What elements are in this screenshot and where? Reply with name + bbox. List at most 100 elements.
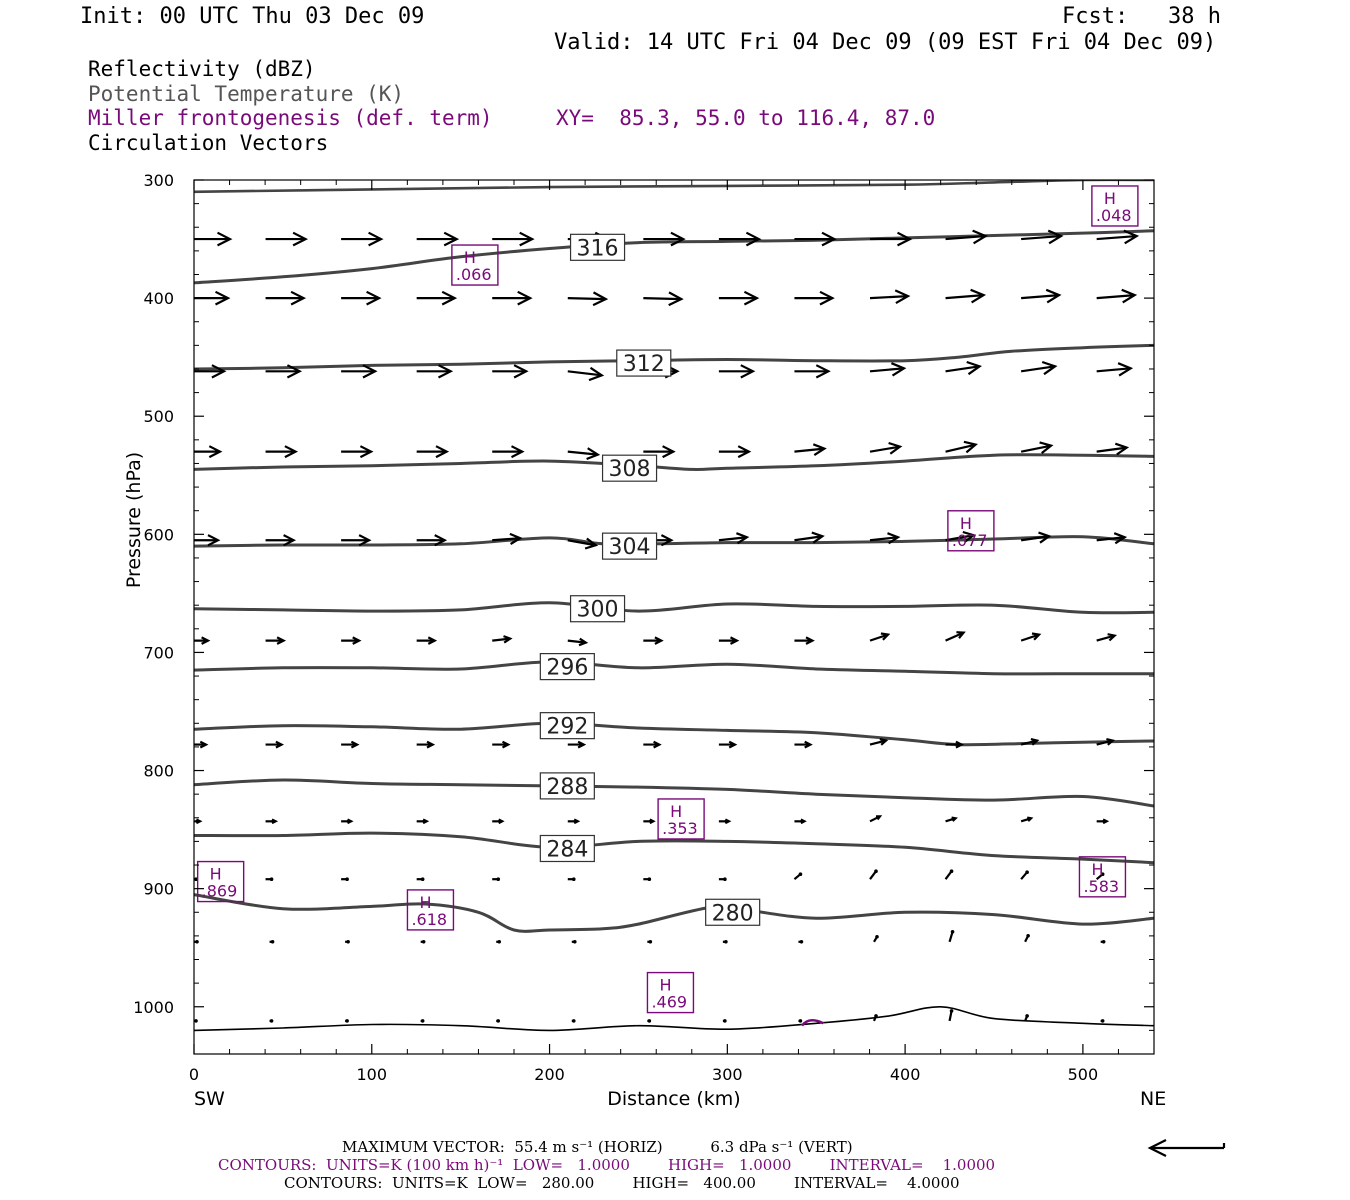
circulation-vector [718, 532, 750, 545]
forecast-hour: Fcst: 38 h [1062, 4, 1221, 29]
circulation-vector [945, 229, 989, 245]
contour-label-box [616, 349, 672, 377]
circulation-vector [647, 1019, 652, 1023]
circulation-vector [265, 290, 307, 306]
circulation-vector [341, 636, 362, 645]
circulation-vector [1020, 870, 1029, 880]
circulation-vector [265, 445, 299, 459]
circulation-vector [643, 740, 662, 749]
x-tick-label: 400 [890, 1065, 921, 1084]
vector-layer [194, 229, 1140, 1023]
plot-frame [193, 179, 1155, 1055]
circulation-vector [869, 362, 907, 377]
theta-contour-note: CONTOURS: UNITS=K LOW= 280.00 HIGH= 400.… [284, 1174, 960, 1192]
circulation-vector [869, 632, 891, 642]
frontogenesis-max-box [947, 510, 995, 552]
legend-potential-temperature: Potential Temperature (K) [88, 82, 405, 106]
circulation-vector [1020, 531, 1052, 544]
circulation-vector [643, 291, 684, 307]
circulation-vector [492, 445, 525, 459]
contour-label: 312 [623, 352, 665, 377]
x-tick-label: 500 [1068, 1065, 1099, 1084]
circulation-vector [794, 443, 827, 457]
x-axis-title: Distance (km) [607, 1088, 740, 1110]
circulation-vector [945, 631, 966, 642]
circulation-vector [571, 939, 577, 944]
y-tick-label: 300 [143, 171, 174, 190]
circulation-vector [265, 636, 287, 645]
frontogenesis-max-value: .077 [952, 531, 988, 550]
theta-contour-288 [194, 778, 1154, 808]
x-tick-label: 200 [534, 1065, 565, 1084]
frontogenesis-max: H.469 [646, 971, 695, 1014]
circulation-vector [798, 939, 804, 944]
circulation-vector [341, 740, 360, 749]
circulation-vector [718, 445, 752, 459]
contour-label-box [569, 233, 626, 261]
circulation-vector [1096, 442, 1130, 456]
circulation-vector [869, 289, 911, 305]
circulation-vector [869, 815, 883, 823]
circulation-vector [492, 635, 513, 644]
circulation-vector [948, 1009, 954, 1022]
circulation-vector [1096, 362, 1134, 377]
circulation-vector [869, 738, 889, 746]
circulation-vector [1020, 816, 1034, 823]
circulation-vector [718, 636, 740, 645]
circulation-vector [416, 740, 436, 749]
frontogenesis-max-value: .048 [1096, 206, 1132, 225]
x-tick-label: 300 [712, 1065, 743, 1084]
frontogenesis-max-marker: H [659, 976, 671, 995]
circulation-vector [869, 441, 903, 455]
frontogenesis-surface-contour [801, 1019, 824, 1027]
circulation-vector [945, 816, 958, 823]
circulation-vector [416, 534, 448, 547]
legend-circulation-vectors: Circulation Vectors [88, 131, 329, 155]
contour-label-box [569, 595, 626, 623]
circulation-vector [567, 637, 589, 647]
contour-label: 288 [546, 775, 588, 800]
axes-layer: 300 400 500 600 700 800 900 1000 0 100 200 300 400 50… [133, 171, 1154, 1084]
circulation-vector [1096, 288, 1138, 304]
y-tick-label: 800 [143, 762, 174, 781]
circulation-vector [345, 1019, 349, 1023]
circulation-vector [1024, 933, 1030, 943]
circulation-vector [567, 291, 609, 307]
frontogenesis-max-box [1078, 856, 1127, 898]
theta-contour-top [194, 180, 1154, 194]
legend-reflectivity: Reflectivity (dBZ) [88, 57, 316, 81]
circulation-vector [1100, 939, 1106, 944]
circulation-vector [718, 877, 727, 881]
theta-contour-308 [194, 453, 1154, 471]
circulation-vector [794, 818, 807, 825]
circulation-vector [945, 288, 987, 304]
frontogenesis-max-box [1091, 185, 1139, 227]
frontogenesis-contour-note: CONTOURS: UNITS=K (100 km h)⁻¹ LOW= 1.00… [218, 1156, 996, 1174]
circulation-vector [416, 231, 460, 247]
circulation-vector [492, 231, 535, 247]
circulation-vector [496, 939, 502, 944]
circulation-vector [416, 290, 458, 306]
circulation-vector [492, 532, 523, 545]
frontogenesis-max-marker: H [464, 248, 476, 267]
circulation-vector [1096, 818, 1110, 825]
circulation-vector [718, 818, 732, 825]
circulation-vector [269, 939, 275, 944]
circulation-vector [194, 364, 227, 379]
contour-label: 300 [577, 598, 619, 623]
circulation-vector [1024, 1014, 1029, 1022]
circulation-vector [420, 939, 426, 944]
circulation-vector [643, 818, 656, 825]
circulation-vector [265, 534, 297, 547]
circulation-vector [944, 869, 954, 880]
circulation-vector [643, 877, 652, 881]
circulation-vector [416, 445, 450, 459]
circulation-vector [567, 877, 576, 881]
frontogenesis-max-value: .066 [456, 265, 492, 284]
circulation-vector [794, 531, 825, 544]
circulation-vector [1100, 1019, 1105, 1023]
circulation-vector [265, 818, 279, 825]
max-vector-note: MAXIMUM VECTOR: 55.4 m s⁻¹ (HORIZ) 6.3 d… [342, 1138, 853, 1156]
circulation-vector [265, 231, 309, 247]
circulation-vector [567, 740, 587, 749]
